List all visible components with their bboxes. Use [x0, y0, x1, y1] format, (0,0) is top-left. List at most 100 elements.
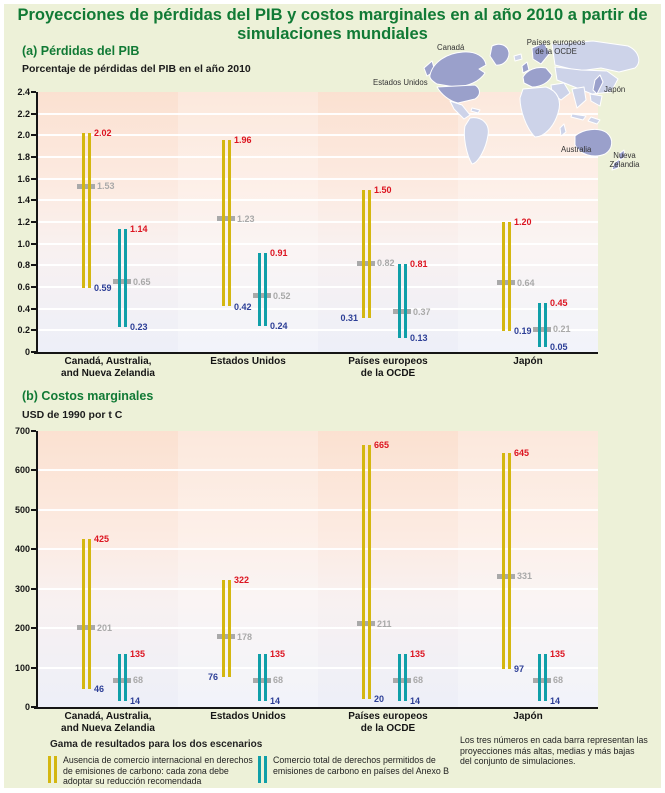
- map-label-canada: Canadá: [437, 43, 465, 52]
- category-label: Japón: [513, 711, 543, 722]
- y-tick-label: 0: [24, 702, 30, 712]
- y-tick-label: 0: [24, 347, 30, 357]
- value-label-low: 0.19: [514, 326, 532, 337]
- gridline: [38, 264, 598, 267]
- bar-full-trade: [397, 264, 407, 338]
- bar-full-trade: [537, 303, 547, 347]
- value-label-high: 1.14: [130, 223, 148, 234]
- y-tick-mark: [31, 706, 36, 708]
- y-tick-mark: [31, 91, 36, 93]
- gridline: [38, 329, 598, 332]
- map-label-australia: Australia: [561, 145, 592, 154]
- value-label-median: 331: [517, 571, 533, 582]
- median-marker: [533, 326, 551, 332]
- panel-a-axis-title: Porcentaje de pérdidas del PIB en el año…: [22, 63, 251, 75]
- legend-swatch-full-trade: [258, 756, 267, 783]
- bar-no-trade: [361, 444, 371, 700]
- y-tick-mark: [31, 307, 36, 310]
- y-tick-label: 500: [14, 504, 30, 515]
- value-label-low: 20: [374, 694, 385, 705]
- gridline: [38, 134, 598, 137]
- panel-b-plot: 700 600 500 400 300 200 100 0 Canadá, Australia,…: [15, 426, 598, 734]
- gridline: [38, 199, 598, 202]
- y-tick-label: 400: [14, 544, 30, 555]
- y-tick-mark: [31, 156, 36, 158]
- value-label-median: 0.65: [133, 276, 151, 287]
- y-tick-mark: [31, 469, 36, 472]
- panel-b-axis-title: USD de 1990 por t C: [22, 409, 123, 421]
- gridline: [38, 627, 598, 630]
- y-tick-label: 200: [14, 623, 30, 634]
- bar-full-trade: [117, 653, 127, 702]
- value-label-median: 201: [97, 622, 113, 633]
- gridline: [38, 508, 598, 511]
- median-marker: [113, 677, 131, 683]
- median-marker: [357, 260, 375, 266]
- value-label-high: 322: [234, 575, 250, 586]
- gridline: [38, 221, 598, 223]
- map-label-nz: Nueva Zelandia: [609, 151, 640, 169]
- value-label-high: 645: [514, 447, 530, 458]
- median-marker: [217, 634, 235, 640]
- y-tick-mark: [31, 286, 36, 288]
- y-tick-label: 300: [14, 583, 30, 594]
- panel-b-heading: (b) Costos marginales: [22, 389, 154, 403]
- y-tick-mark: [31, 329, 36, 332]
- y-tick-label: 1.8: [17, 152, 30, 162]
- legend-item-full-trade: Comercio total de derechos permitidos de…: [273, 755, 450, 776]
- value-label-high: 0.91: [270, 248, 288, 259]
- legend-item-no-trade: Ausencia de comercio internacional en de…: [63, 755, 253, 787]
- value-label-low: 0.42: [234, 301, 252, 312]
- value-label-high: 0.81: [410, 259, 428, 270]
- y-tick-label: 700: [14, 426, 30, 436]
- value-label-low: 14: [270, 696, 281, 707]
- median-marker: [393, 677, 411, 683]
- bar-full-trade: [397, 653, 407, 702]
- category-label: Estados Unidos: [210, 356, 286, 367]
- bar-no-trade: [501, 452, 511, 669]
- value-label-low: 0.59: [94, 283, 112, 294]
- world-map-icon: [423, 40, 640, 171]
- value-label-median: 0.64: [517, 277, 535, 288]
- gridline: [38, 177, 598, 180]
- y-tick-label: 0.4: [17, 303, 30, 314]
- median-marker: [77, 625, 95, 631]
- median-marker: [113, 279, 131, 285]
- y-tick-mark: [31, 430, 36, 432]
- legend-title: Gama de resultados para los dos escenari…: [50, 739, 263, 750]
- gridline: [38, 286, 598, 288]
- gridline: [38, 112, 598, 115]
- value-label-low: 0.05: [550, 341, 568, 352]
- y-tick-label: 0.6: [17, 282, 30, 292]
- value-label-low: 0.23: [130, 322, 148, 333]
- value-label-median: 0.37: [413, 306, 431, 317]
- bar-full-trade: [537, 653, 547, 702]
- legend-swatch-no-trade: [48, 756, 57, 783]
- y-tick-label: 1.4: [17, 195, 30, 206]
- reading-note: Los tres números en cada barra represent…: [460, 735, 648, 767]
- median-marker: [253, 677, 271, 683]
- y-tick-mark: [31, 548, 36, 551]
- value-label-median: 68: [273, 675, 284, 686]
- value-label-high: 1.96: [234, 134, 252, 145]
- value-label-median: 68: [413, 675, 424, 686]
- value-label-low: 46: [94, 683, 105, 694]
- value-label-median: 211: [377, 618, 392, 629]
- gridline: [38, 587, 598, 590]
- y-tick-mark: [31, 508, 36, 511]
- y-tick-mark: [31, 199, 36, 202]
- value-label-low: 14: [410, 696, 421, 707]
- value-label-high: 1.50: [374, 184, 392, 195]
- y-tick-label: 600: [14, 465, 30, 476]
- y-tick-mark: [31, 264, 36, 267]
- category-label: Canadá, Australia, and Nueva Zelandia: [61, 711, 155, 734]
- value-label-high: 135: [550, 648, 566, 659]
- y-tick-mark: [31, 627, 36, 630]
- category-label: Canadá, Australia, and Nueva Zelandia: [61, 356, 155, 379]
- map-label-europe: Países europeos de la OCDE: [526, 38, 586, 56]
- bar-full-trade: [257, 653, 267, 702]
- y-tick-label: 1.6: [17, 173, 30, 184]
- panel-a-heading: (a) Pérdidas del PIB: [22, 44, 140, 58]
- value-label-median: 68: [133, 675, 144, 686]
- y-tick-label: 2.4: [17, 87, 30, 97]
